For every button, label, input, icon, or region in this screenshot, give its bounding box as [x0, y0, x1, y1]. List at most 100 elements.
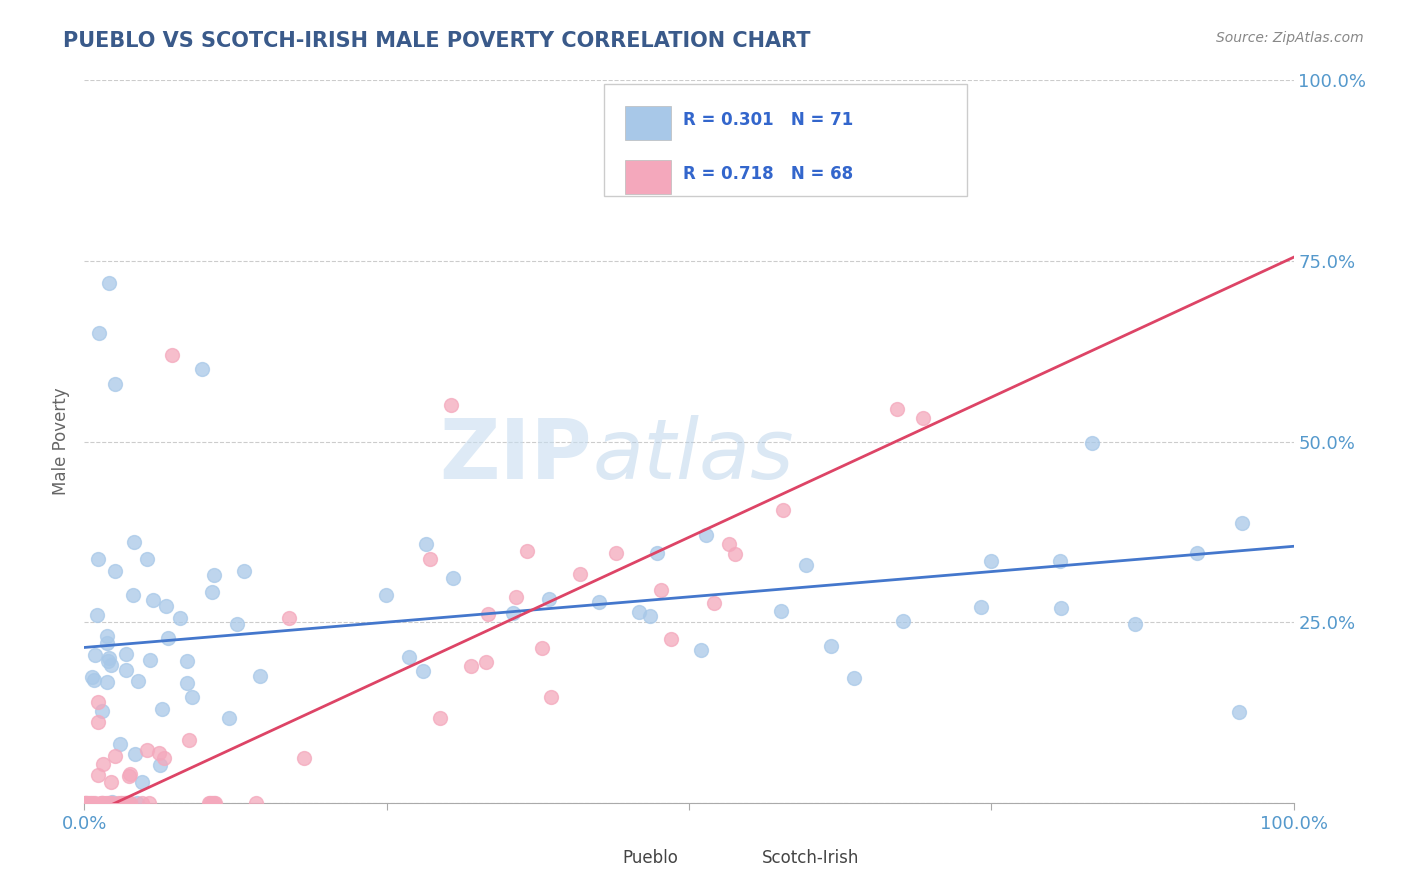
- Point: [233, 564, 256, 578]
- Point: [568, 567, 591, 582]
- Point: [415, 537, 437, 551]
- Point: [225, 617, 247, 632]
- Point: [97, 654, 120, 668]
- Point: [115, 664, 138, 678]
- Point: [505, 590, 527, 604]
- Point: [110, 796, 132, 810]
- Point: [86, 695, 108, 709]
- FancyBboxPatch shape: [605, 84, 967, 196]
- Point: [177, 732, 200, 747]
- Text: Source: ZipAtlas.com: Source: ZipAtlas.com: [1216, 31, 1364, 45]
- Point: [477, 607, 499, 622]
- Text: atlas: atlas: [592, 416, 794, 497]
- Point: [100, 775, 122, 789]
- Point: [80, 796, 103, 810]
- Point: [157, 631, 180, 645]
- Point: [125, 796, 148, 810]
- Point: [114, 648, 136, 662]
- Point: [104, 564, 127, 578]
- Point: [650, 583, 672, 598]
- Point: [891, 614, 914, 628]
- Point: [98, 796, 121, 810]
- Point: [1049, 553, 1071, 567]
- Point: [502, 606, 524, 620]
- Point: [87, 715, 110, 730]
- Point: [661, 632, 683, 646]
- Point: [104, 748, 127, 763]
- Point: [118, 796, 141, 810]
- Point: [794, 558, 817, 573]
- Point: [148, 746, 170, 760]
- Point: [218, 711, 240, 725]
- Point: [90, 796, 112, 810]
- Point: [122, 588, 145, 602]
- Point: [176, 675, 198, 690]
- Point: [717, 537, 740, 551]
- Point: [75, 796, 97, 810]
- Point: [605, 546, 627, 560]
- FancyBboxPatch shape: [720, 847, 755, 870]
- Point: [1230, 516, 1253, 531]
- Point: [191, 362, 214, 376]
- Point: [198, 796, 221, 810]
- Point: [122, 535, 145, 549]
- Point: [516, 544, 538, 558]
- Point: [108, 737, 131, 751]
- Point: [104, 376, 127, 391]
- Point: [100, 795, 122, 809]
- Point: [100, 658, 122, 673]
- Point: [150, 702, 173, 716]
- Point: [87, 326, 110, 340]
- Point: [202, 568, 225, 582]
- Point: [93, 756, 115, 771]
- Point: [419, 552, 441, 566]
- Point: [278, 611, 301, 625]
- Point: [474, 655, 496, 669]
- Point: [181, 690, 204, 704]
- Point: [1050, 601, 1073, 615]
- Text: PUEBLO VS SCOTCH-IRISH MALE POVERTY CORRELATION CHART: PUEBLO VS SCOTCH-IRISH MALE POVERTY CORR…: [63, 31, 811, 51]
- Point: [201, 585, 224, 599]
- Point: [245, 796, 267, 810]
- Point: [115, 796, 138, 810]
- Point: [87, 768, 110, 782]
- Point: [695, 528, 717, 542]
- Point: [842, 671, 865, 685]
- Point: [136, 743, 159, 757]
- Point: [91, 704, 114, 718]
- Point: [460, 659, 482, 673]
- Point: [980, 554, 1002, 568]
- Point: [911, 410, 934, 425]
- Point: [91, 796, 114, 810]
- Point: [820, 640, 842, 654]
- Point: [412, 665, 434, 679]
- Point: [155, 599, 177, 614]
- Point: [723, 547, 745, 561]
- FancyBboxPatch shape: [624, 105, 671, 140]
- Point: [101, 796, 124, 810]
- Point: [110, 796, 132, 810]
- Point: [118, 769, 141, 783]
- Point: [169, 611, 191, 625]
- Point: [98, 650, 121, 665]
- Point: [770, 604, 793, 618]
- Point: [152, 751, 174, 765]
- Point: [703, 596, 725, 610]
- Point: [249, 669, 271, 683]
- Text: ZIP: ZIP: [440, 416, 592, 497]
- Point: [160, 348, 183, 362]
- Point: [79, 796, 101, 810]
- Y-axis label: Male Poverty: Male Poverty: [52, 388, 70, 495]
- Point: [645, 547, 668, 561]
- Point: [86, 607, 108, 622]
- Point: [87, 552, 110, 566]
- Point: [118, 767, 141, 781]
- Text: R = 0.301   N = 71: R = 0.301 N = 71: [683, 111, 853, 129]
- Point: [530, 640, 553, 655]
- Point: [970, 599, 993, 614]
- Point: [136, 552, 159, 566]
- Point: [440, 398, 463, 412]
- Text: R = 0.718   N = 68: R = 0.718 N = 68: [683, 165, 853, 183]
- Text: Scotch-Irish: Scotch-Irish: [762, 849, 859, 867]
- Point: [73, 796, 96, 810]
